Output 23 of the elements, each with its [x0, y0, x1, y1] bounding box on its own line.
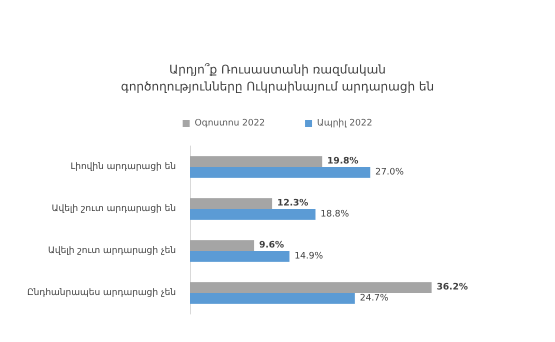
bar — [190, 240, 254, 251]
bar — [190, 167, 370, 178]
data-label: 24.7% — [360, 293, 389, 304]
bar — [190, 282, 432, 293]
y-tick-label: Ավելի շուտ արդարացի չեն — [48, 246, 176, 256]
data-label: 18.8% — [320, 209, 350, 220]
legend-label: Ապրիլ 2022 — [317, 118, 372, 128]
data-label: 19.8% — [327, 156, 358, 167]
bar — [190, 209, 316, 220]
bar — [190, 198, 272, 209]
bar — [190, 293, 355, 304]
bar — [190, 251, 290, 262]
y-tick-label: Ընդհանրապես արդարացի չեն — [27, 288, 176, 298]
data-label: 36.2% — [436, 282, 468, 293]
data-label: 27.0% — [375, 167, 404, 178]
data-label: 9.6% — [259, 240, 284, 251]
bar — [190, 156, 322, 167]
chart-title: Արդյո՞ք Ռուսաստանի ռազմական գործողությունները Ուկրաինայում արդարացի են — [120, 62, 434, 94]
data-label: 14.9% — [294, 251, 324, 262]
y-tick-label: Ավելի շուտ արդարացի են — [52, 204, 176, 214]
y-tick-label: Լիովին արդարացի են — [70, 162, 176, 172]
legend-label: Օգոստոս 2022 — [194, 118, 266, 128]
data-label: 12.3% — [277, 198, 308, 209]
